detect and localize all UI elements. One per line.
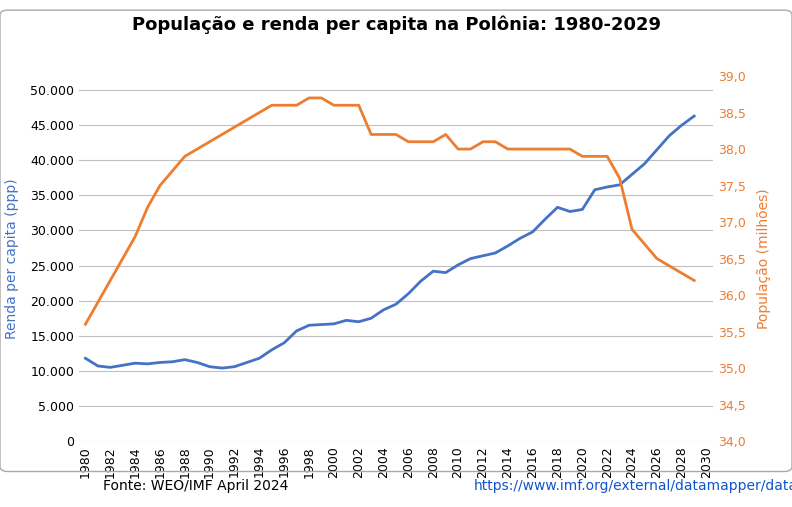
Y-axis label: População (milhões): População (milhões) <box>756 188 771 329</box>
Text: População e renda per capita na Polônia: 1980-2029: População e renda per capita na Polônia:… <box>131 15 661 33</box>
Y-axis label: Renda per capita (ppp): Renda per capita (ppp) <box>6 178 19 339</box>
Text: https://www.imf.org/external/datamapper/datasets/WEO: https://www.imf.org/external/datamapper/… <box>474 480 792 493</box>
Text: Fonte: WEO/IMF April 2024: Fonte: WEO/IMF April 2024 <box>103 480 293 493</box>
